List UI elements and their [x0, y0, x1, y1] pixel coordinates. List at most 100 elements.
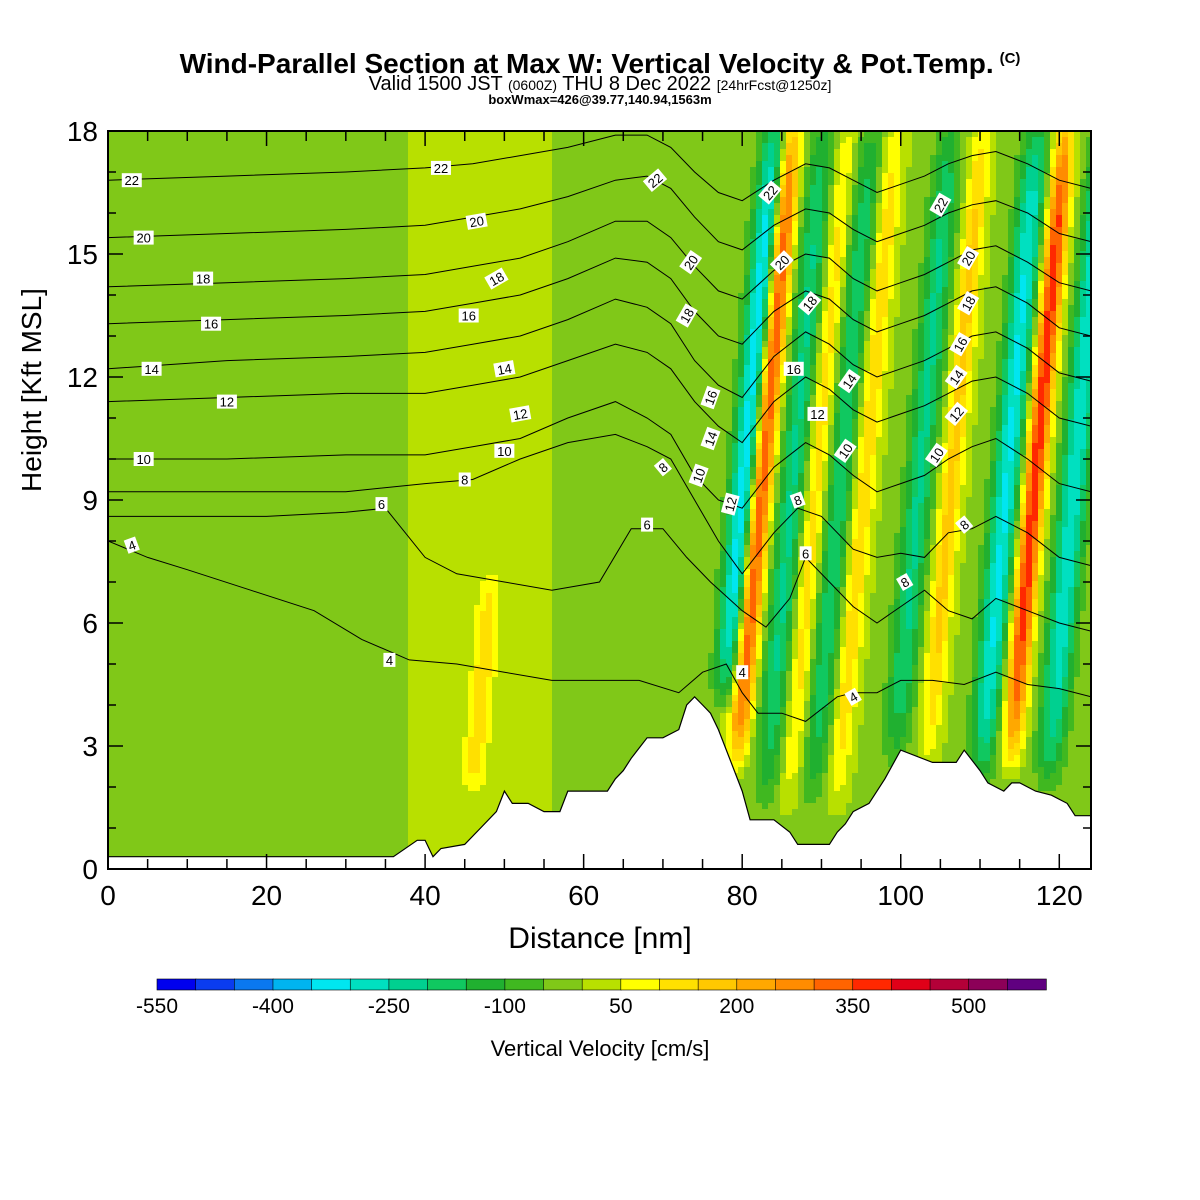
- velocity-cell: [576, 221, 583, 228]
- velocity-cell: [888, 215, 895, 222]
- velocity-cell: [378, 251, 385, 258]
- velocity-cell: [336, 281, 343, 288]
- velocity-cell: [648, 197, 655, 204]
- velocity-cell: [366, 191, 373, 198]
- velocity-cell: [726, 143, 733, 150]
- velocity-cell: [258, 263, 265, 270]
- velocity-cell: [1002, 233, 1009, 240]
- velocity-cell: [366, 293, 373, 300]
- velocity-cell: [294, 137, 301, 144]
- velocity-cell: [552, 179, 559, 186]
- velocity-cell: [654, 155, 661, 162]
- velocity-cell: [150, 155, 157, 162]
- velocity-cell: [222, 161, 229, 168]
- velocity-cell: [780, 287, 787, 294]
- velocity-cell: [888, 251, 895, 258]
- velocity-cell: [1050, 293, 1057, 300]
- velocity-cell: [492, 149, 499, 156]
- velocity-cell: [162, 299, 169, 306]
- velocity-cell: [138, 299, 145, 306]
- velocity-cell: [606, 155, 613, 162]
- velocity-cell: [828, 269, 835, 276]
- velocity-cell: [120, 191, 127, 198]
- velocity-cell: [486, 245, 493, 252]
- velocity-cell: [726, 221, 733, 228]
- velocity-cell: [816, 269, 823, 276]
- velocity-cell: [900, 203, 907, 210]
- velocity-cell: [972, 281, 979, 288]
- velocity-cell: [840, 137, 847, 144]
- velocity-cell: [222, 299, 229, 306]
- velocity-cell: [420, 287, 427, 294]
- velocity-cell: [1080, 299, 1087, 306]
- velocity-cell: [228, 191, 235, 198]
- velocity-cell: [270, 179, 277, 186]
- velocity-cell: [294, 239, 301, 246]
- velocity-cell: [222, 263, 229, 270]
- velocity-cell: [876, 161, 883, 168]
- velocity-cell: [1032, 257, 1039, 264]
- velocity-cell: [720, 155, 727, 162]
- velocity-cell: [894, 161, 901, 168]
- velocity-cell: [690, 233, 697, 240]
- velocity-cell: [942, 185, 949, 192]
- velocity-cell: [876, 203, 883, 210]
- velocity-cell: [300, 179, 307, 186]
- velocity-cell: [372, 269, 379, 276]
- velocity-cell: [786, 287, 793, 294]
- velocity-cell: [828, 203, 835, 210]
- velocity-cell: [540, 215, 547, 222]
- velocity-cell: [192, 239, 199, 246]
- velocity-cell: [288, 155, 295, 162]
- velocity-cell: [306, 203, 313, 210]
- velocity-cell: [756, 251, 763, 258]
- velocity-cell: [864, 191, 871, 198]
- velocity-cell: [798, 191, 805, 198]
- velocity-cell: [168, 197, 175, 204]
- velocity-cell: [312, 287, 319, 294]
- velocity-cell: [426, 149, 433, 156]
- velocity-cell: [168, 311, 175, 318]
- velocity-cell: [1002, 173, 1009, 180]
- velocity-cell: [942, 251, 949, 258]
- velocity-cell: [960, 137, 967, 144]
- velocity-cell: [540, 191, 547, 198]
- velocity-cell: [1038, 305, 1045, 312]
- velocity-cell: [762, 281, 769, 288]
- velocity-cell: [414, 179, 421, 186]
- velocity-cell: [216, 245, 223, 252]
- velocity-cell: [198, 137, 205, 144]
- velocity-cell: [552, 143, 559, 150]
- velocity-cell: [732, 161, 739, 168]
- velocity-cell: [444, 179, 451, 186]
- velocity-cell: [564, 257, 571, 264]
- velocity-cell: [840, 167, 847, 174]
- velocity-cell: [558, 173, 565, 180]
- velocity-cell: [942, 137, 949, 144]
- velocity-cell: [450, 287, 457, 294]
- velocity-cell: [726, 197, 733, 204]
- velocity-cell: [306, 281, 313, 288]
- velocity-cell: [870, 197, 877, 204]
- velocity-cell: [1008, 281, 1015, 288]
- velocity-cell: [438, 191, 445, 198]
- velocity-cell: [624, 155, 631, 162]
- velocity-cell: [1008, 167, 1015, 174]
- velocity-cell: [474, 257, 481, 264]
- velocity-cell: [624, 179, 631, 186]
- velocity-cell: [402, 305, 409, 312]
- velocity-cell: [402, 137, 409, 144]
- velocity-cell: [600, 197, 607, 204]
- velocity-cell: [396, 293, 403, 300]
- velocity-cell: [762, 293, 769, 300]
- velocity-cell: [1020, 293, 1027, 300]
- velocity-cell: [444, 209, 451, 216]
- velocity-cell: [342, 281, 349, 288]
- velocity-cell: [606, 251, 613, 258]
- velocity-cell: [924, 191, 931, 198]
- velocity-cell: [966, 281, 973, 288]
- velocity-cell: [198, 191, 205, 198]
- velocity-cell: [948, 269, 955, 276]
- velocity-cell: [1032, 269, 1039, 276]
- velocity-cell: [906, 263, 913, 270]
